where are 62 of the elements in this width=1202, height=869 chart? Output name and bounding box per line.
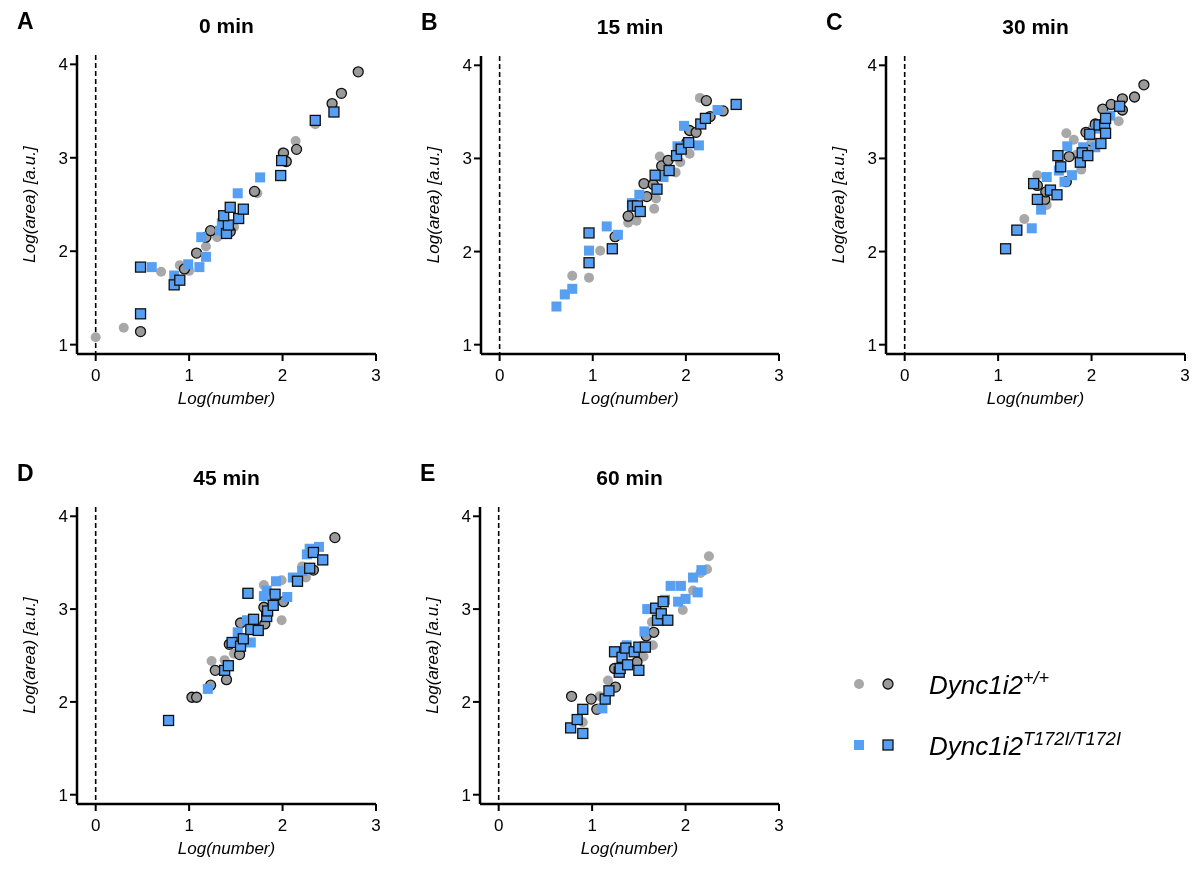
text: B	[421, 9, 438, 35]
x-tick-label: 3	[774, 366, 784, 385]
y-tick-label: 4	[462, 56, 472, 76]
x-tick-label: 1	[587, 816, 597, 835]
x-tick-label: 1	[184, 816, 194, 835]
y-tick-label: 2	[462, 242, 472, 262]
text: E	[420, 460, 436, 486]
y-axis-title: Log(area) [a.u.]	[20, 145, 39, 263]
text: A	[17, 8, 34, 34]
x-tick-label: 1	[588, 366, 598, 385]
x-axis-title: Log(number)	[986, 389, 1085, 408]
x-tick-label: 0	[494, 366, 505, 385]
chart-title: 30 min	[1002, 15, 1069, 38]
y-axis-title: Log(area) [a.u.]	[829, 145, 848, 264]
x-axis-title: Log(number)	[581, 389, 679, 408]
x-axis-title: Log(number)	[177, 389, 276, 408]
x-tick-label: 1	[184, 366, 194, 385]
chart-title: 45 min	[193, 466, 260, 489]
y-axis-title: Log(area) [a.u.]	[424, 145, 443, 264]
y-tick-label: 2	[58, 242, 68, 262]
x-tick-label: 3	[371, 366, 381, 385]
x-tick-label: 2	[1086, 366, 1097, 385]
x-tick-label: 2	[681, 366, 691, 385]
x-tick-label: 0	[899, 366, 910, 385]
y-tick-label: 1	[462, 335, 472, 355]
y-tick-label: 1	[58, 785, 68, 805]
y-tick-label: 4	[58, 55, 68, 75]
x-tick-label: 1	[993, 366, 1003, 385]
x-tick-label: 2	[680, 816, 691, 835]
y-tick-label: 2	[58, 692, 68, 712]
text: D	[17, 460, 34, 486]
y-tick-label: 1	[58, 335, 68, 355]
x-tick-label: 3	[1180, 366, 1190, 385]
y-tick-label: 4	[461, 507, 471, 527]
chart-title: 0 min	[199, 14, 254, 37]
y-tick-label: 4	[867, 56, 877, 76]
chart-title: 15 min	[596, 15, 664, 38]
y-tick-label: 3	[58, 148, 68, 168]
x-axis-title: Log(number)	[177, 839, 276, 858]
text: C	[826, 9, 843, 35]
y-axis-title: Log(area) [a.u.]	[20, 596, 39, 714]
x-tick-label: 0	[493, 816, 504, 835]
x-tick-label: 2	[277, 816, 288, 835]
x-tick-label: 3	[774, 816, 784, 835]
x-tick-label: 2	[277, 366, 288, 385]
x-tick-label: 0	[90, 366, 101, 385]
chart-title: 60 min	[596, 466, 663, 489]
y-tick-label: 3	[867, 149, 877, 169]
y-tick-label: 2	[461, 692, 471, 712]
legend-label: Dync1i2$^{+/+}$	[929, 668, 1050, 700]
y-tick-label: 3	[58, 600, 68, 620]
x-tick-label: 0	[90, 816, 101, 835]
x-tick-label: 3	[371, 816, 381, 835]
y-axis-title: Log(area) [a.u.]	[423, 596, 442, 714]
y-tick-label: 1	[461, 785, 471, 805]
x-axis-title: Log(number)	[580, 839, 679, 858]
y-tick-label: 3	[462, 149, 472, 169]
legend-label: Dync1i2$^{T172I/T172I}$	[929, 729, 1122, 761]
y-tick-label: 2	[867, 242, 877, 262]
y-tick-label: 1	[867, 335, 877, 355]
y-tick-label: 3	[461, 600, 471, 620]
y-tick-label: 4	[58, 507, 68, 527]
